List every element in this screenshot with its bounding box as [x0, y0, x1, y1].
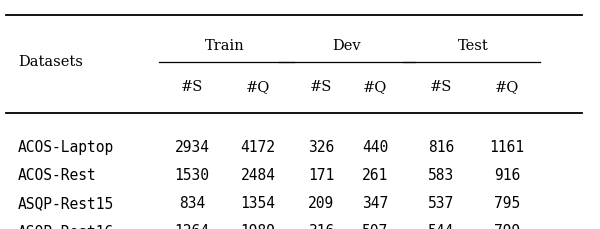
Text: 544: 544	[428, 223, 454, 229]
Text: ASQP-Rest16: ASQP-Rest16	[18, 223, 114, 229]
Text: 347: 347	[362, 195, 388, 210]
Text: 1354: 1354	[241, 195, 275, 210]
Text: 816: 816	[428, 139, 454, 154]
Text: 1264: 1264	[175, 223, 209, 229]
Text: 583: 583	[428, 168, 454, 183]
Text: 799: 799	[494, 223, 520, 229]
Text: 834: 834	[179, 195, 205, 210]
Text: 1989: 1989	[241, 223, 275, 229]
Text: 916: 916	[494, 168, 520, 183]
Text: Test: Test	[457, 39, 488, 53]
Text: #S: #S	[430, 80, 452, 94]
Text: #S: #S	[181, 80, 203, 94]
Text: 2934: 2934	[175, 139, 209, 154]
Text: Datasets: Datasets	[18, 55, 83, 69]
Text: 1530: 1530	[175, 168, 209, 183]
Text: 209: 209	[308, 195, 334, 210]
Text: 171: 171	[308, 168, 334, 183]
Text: 4172: 4172	[241, 139, 275, 154]
Text: #Q: #Q	[363, 80, 387, 94]
Text: 2484: 2484	[241, 168, 275, 183]
Text: 795: 795	[494, 195, 520, 210]
Text: 537: 537	[428, 195, 454, 210]
Text: 507: 507	[362, 223, 388, 229]
Text: #Q: #Q	[246, 80, 270, 94]
Text: Dev: Dev	[332, 39, 361, 53]
Text: ASQP-Rest15: ASQP-Rest15	[18, 195, 114, 210]
Text: #Q: #Q	[495, 80, 519, 94]
Text: 316: 316	[308, 223, 334, 229]
Text: 326: 326	[308, 139, 334, 154]
Text: #S: #S	[310, 80, 332, 94]
Text: ACOS-Laptop: ACOS-Laptop	[18, 139, 114, 154]
Text: 440: 440	[362, 139, 388, 154]
Text: 1161: 1161	[490, 139, 524, 154]
Text: ACOS-Rest: ACOS-Rest	[18, 168, 97, 183]
Text: 261: 261	[362, 168, 388, 183]
Text: Train: Train	[205, 39, 245, 53]
